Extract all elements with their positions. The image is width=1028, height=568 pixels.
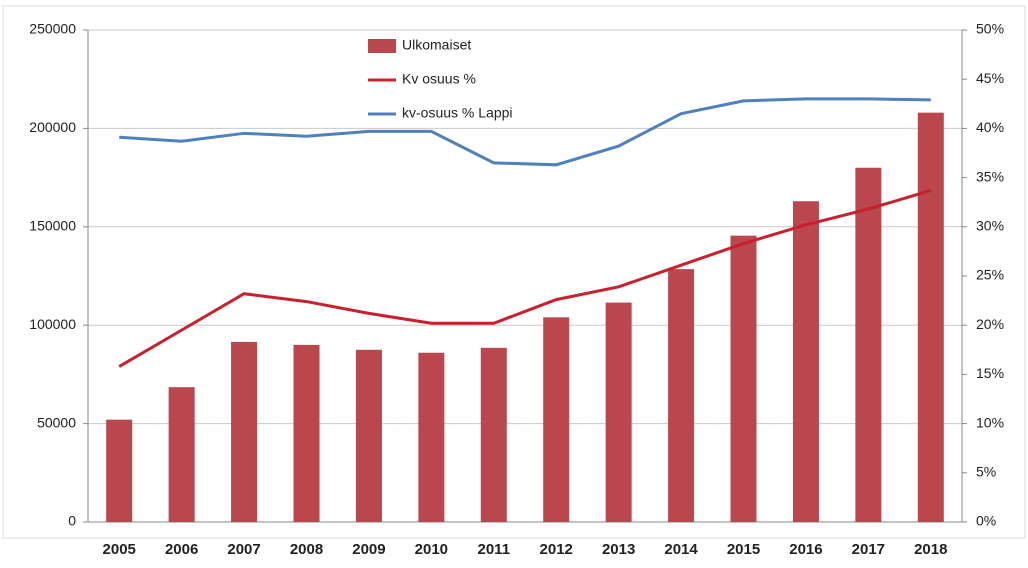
- x-tick-label: 2007: [227, 541, 260, 558]
- y-tick-label: 200000: [29, 119, 76, 135]
- y-tick-label: 250000: [29, 21, 76, 37]
- bar: [792, 201, 819, 522]
- x-tick-label: 2005: [103, 541, 136, 558]
- y-tick-label: 100000: [29, 316, 76, 332]
- y2-tick-label: 10%: [976, 414, 1004, 430]
- y-tick-label: 150000: [29, 218, 76, 234]
- x-tick-label: 2014: [664, 541, 698, 558]
- bar: [480, 347, 507, 522]
- x-tick-label: 2018: [914, 541, 947, 558]
- bar: [730, 235, 757, 522]
- y2-tick-label: 35%: [976, 168, 1004, 184]
- bar: [355, 349, 382, 522]
- x-tick-label: 2016: [789, 541, 822, 558]
- x-tick-label: 2010: [415, 541, 448, 558]
- line: [119, 97, 931, 167]
- x-tick-label: 2011: [478, 541, 511, 558]
- y2-tick-label: 30%: [976, 218, 1004, 234]
- line: [118, 188, 932, 368]
- y2-tick-label: 45%: [976, 70, 1004, 86]
- x-tick-label: 2006: [165, 541, 198, 558]
- bar: [668, 269, 695, 522]
- x-tick-label: 2017: [852, 541, 885, 558]
- y2-tick-label: 20%: [976, 316, 1004, 332]
- x-tick-label: 2012: [540, 541, 573, 558]
- y2-tick-label: 25%: [976, 267, 1004, 283]
- chart-border: [2, 5, 1026, 539]
- bar: [168, 387, 195, 522]
- bar: [605, 302, 632, 522]
- bar: [855, 167, 882, 522]
- legend-label: Ulkomaiset: [402, 37, 471, 53]
- y2-tick-label: 15%: [976, 365, 1004, 381]
- bar: [418, 352, 445, 522]
- x-tick-label: 2008: [290, 541, 323, 558]
- y2-tick-label: 0%: [976, 513, 996, 529]
- legend-swatch: [368, 39, 396, 53]
- legend-label: Kv osuus %: [402, 71, 476, 87]
- bar: [543, 317, 570, 522]
- y2-tick-label: 50%: [976, 21, 1004, 37]
- bar: [917, 112, 944, 522]
- y-tick-label: 50000: [37, 414, 76, 430]
- x-tick-label: 2015: [727, 541, 760, 558]
- y2-tick-label: 5%: [976, 464, 996, 480]
- y2-tick-label: 40%: [976, 119, 1004, 135]
- x-tick-label: 2009: [352, 541, 385, 558]
- y-tick-label: 0: [68, 513, 76, 529]
- bar: [231, 341, 258, 522]
- legend-label: kv-osuus % Lappi: [402, 105, 513, 121]
- bar: [106, 419, 133, 522]
- bar: [293, 344, 320, 522]
- x-tick-label: 2013: [602, 541, 635, 558]
